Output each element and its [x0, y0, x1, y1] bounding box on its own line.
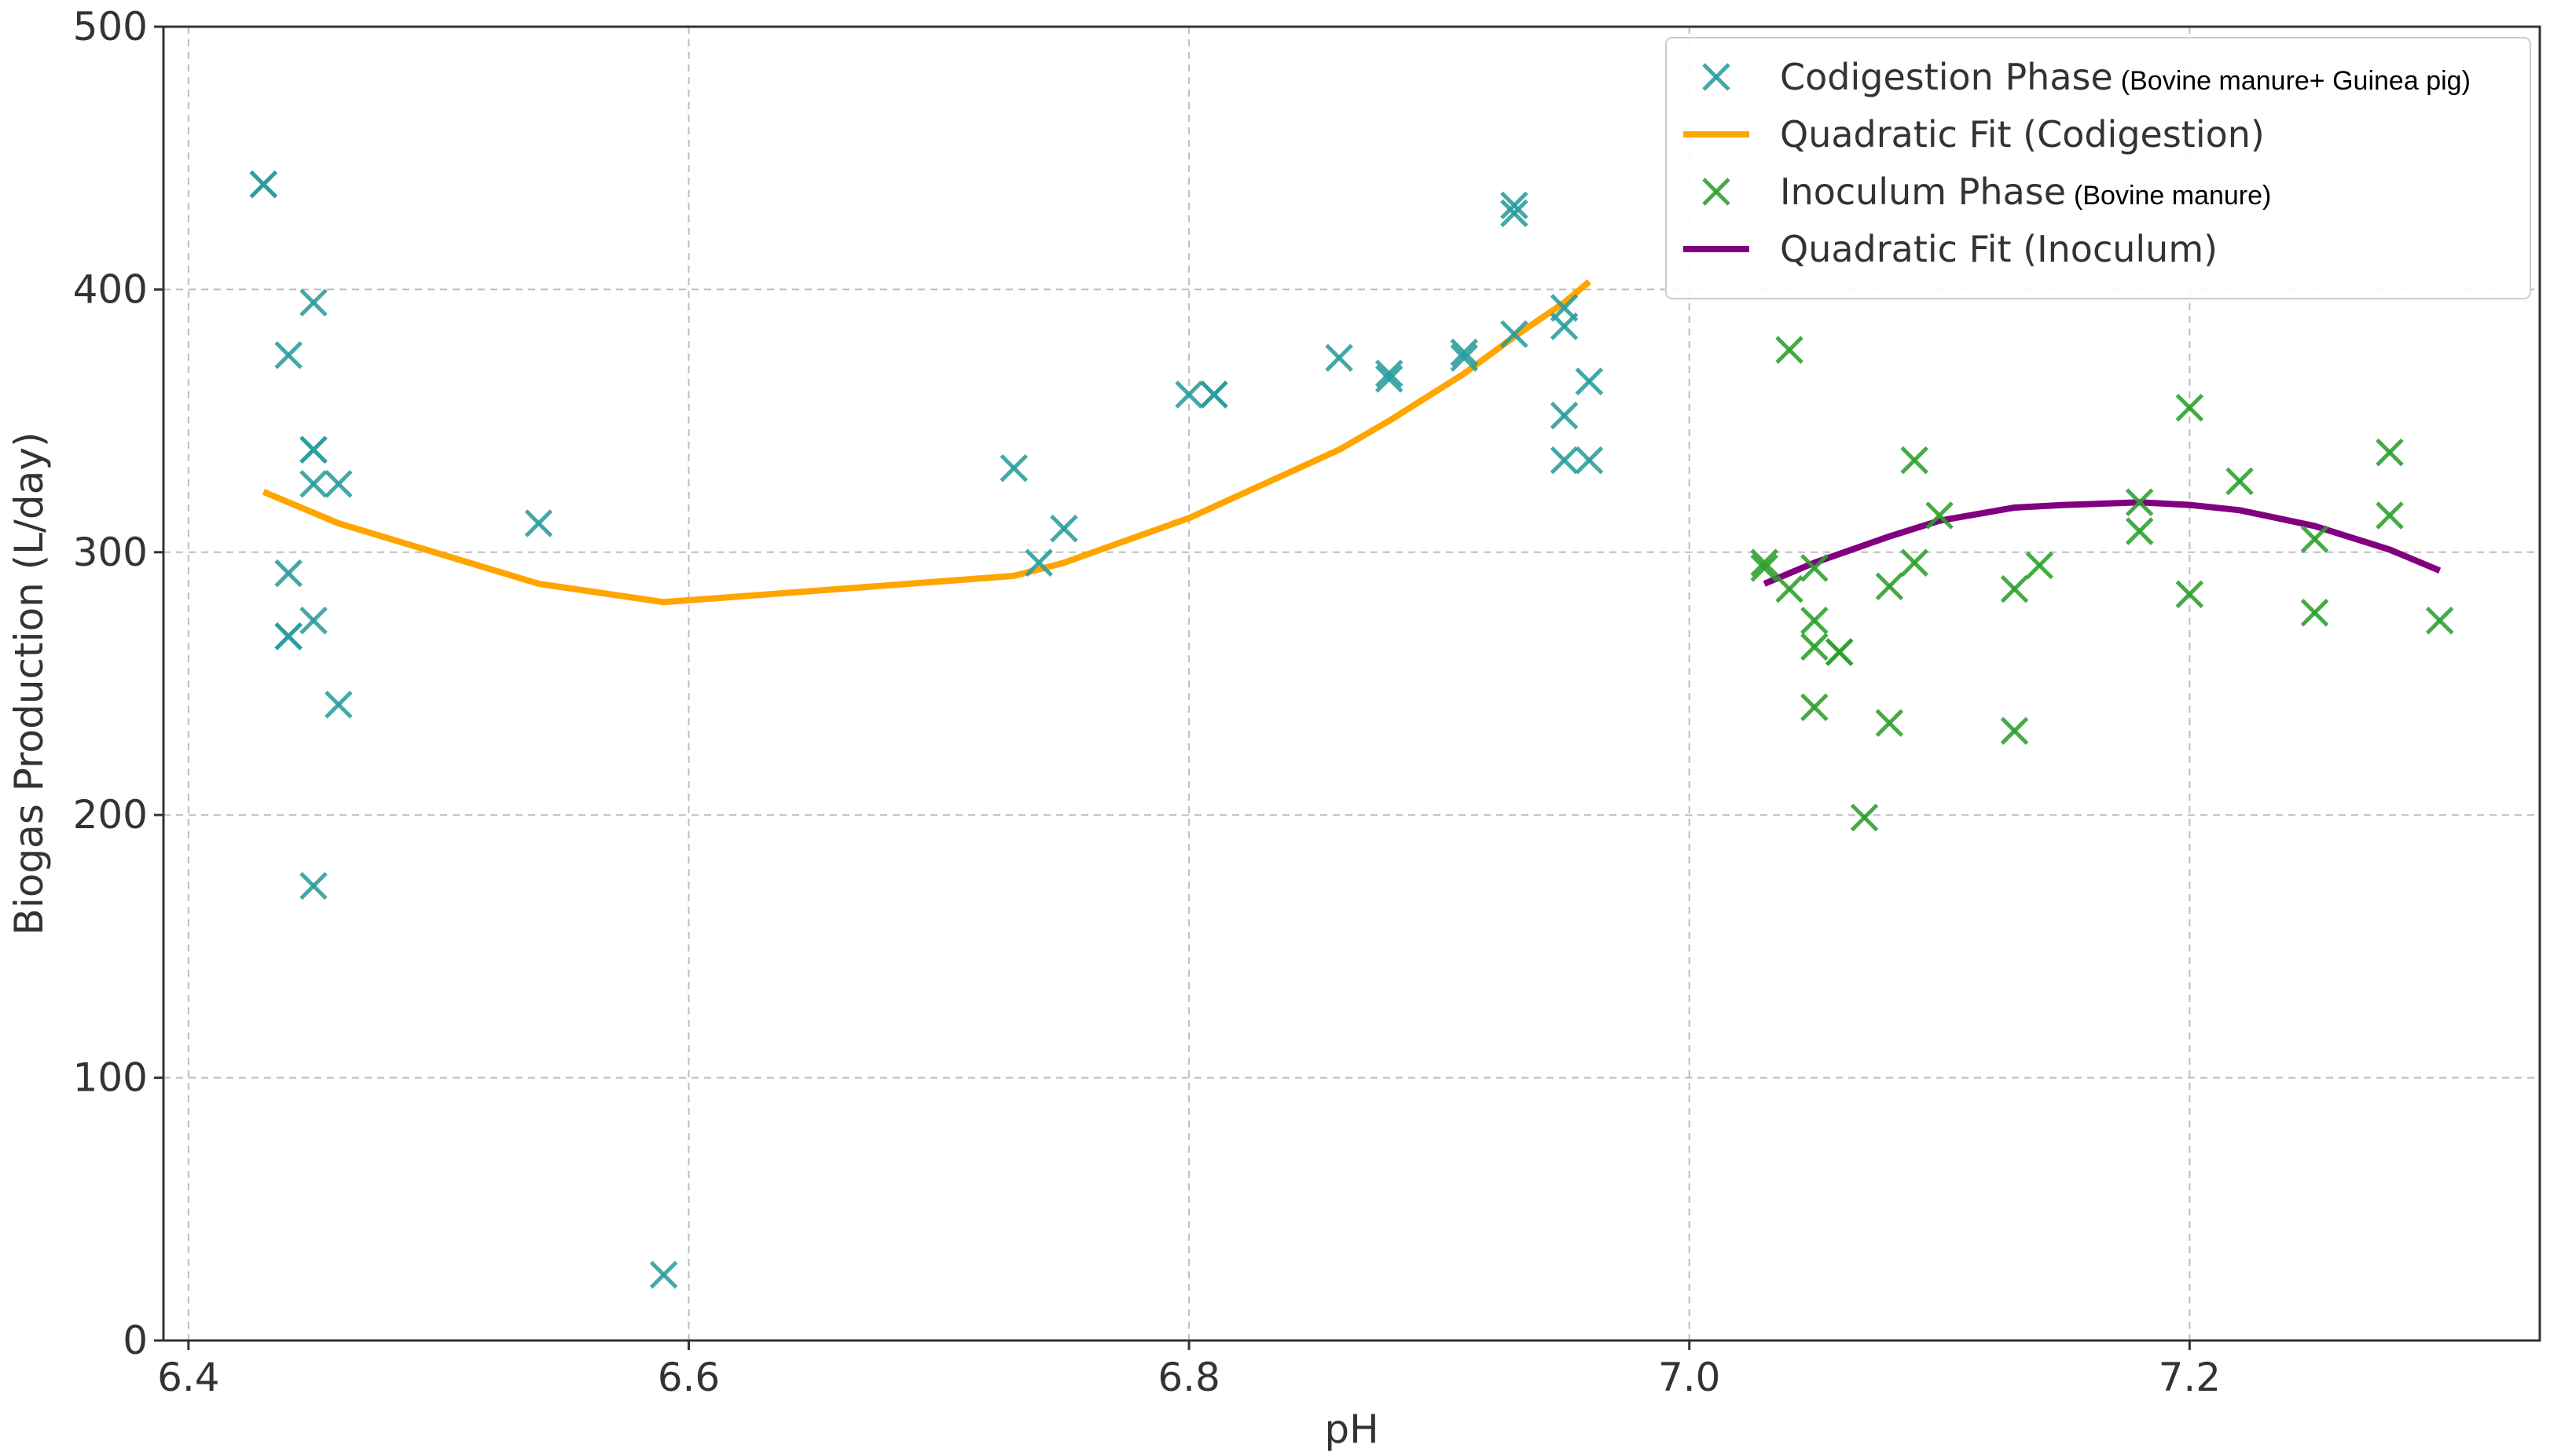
legend: Codigestion Phase (Bovine manure+ Guinea …	[1665, 37, 2531, 299]
data-point	[1875, 572, 1904, 601]
scatter-series-0	[249, 170, 1604, 1289]
series-1	[262, 279, 1591, 606]
data-point	[1750, 554, 1778, 582]
data-point	[299, 435, 328, 464]
data-point	[1750, 548, 1778, 577]
data-point	[274, 622, 303, 651]
data-point	[1900, 446, 1928, 475]
y-tick-label: 200	[73, 792, 148, 838]
legend-item: Quadratic Fit (Inoculum)	[1683, 228, 2218, 270]
legend-marker	[1702, 63, 1730, 91]
data-point	[2376, 438, 2404, 467]
data-point	[325, 690, 353, 719]
data-point	[274, 341, 303, 369]
legend-label: Quadratic Fit (Inoculum)	[1780, 228, 2218, 270]
data-point	[1450, 338, 1479, 367]
data-point	[1374, 365, 1403, 393]
data-point	[1900, 548, 1928, 577]
x-tick-label: 7.2	[2159, 1355, 2222, 1400]
y-tick-label: 300	[73, 530, 148, 575]
data-point	[1800, 633, 1829, 661]
y-tick-label: 0	[123, 1318, 148, 1363]
x-tick-label: 7.0	[1658, 1355, 1721, 1400]
data-point	[1175, 380, 1203, 409]
data-point	[1875, 709, 1904, 737]
plot-area-frame	[162, 25, 2541, 1342]
data-point	[2025, 551, 2054, 580]
data-point	[299, 470, 328, 498]
data-point	[1825, 638, 1854, 666]
y-axis-label: Biogas Production (L/day)	[6, 432, 52, 936]
data-point	[1500, 320, 1528, 349]
data-point	[1374, 359, 1403, 388]
data-point	[2000, 574, 2029, 603]
data-point	[1500, 199, 1528, 228]
data-point	[2425, 606, 2454, 635]
data-point	[1000, 454, 1029, 482]
series-layer	[249, 170, 2454, 1289]
data-point	[1025, 548, 1053, 577]
data-point	[1500, 191, 1528, 220]
data-point	[2175, 394, 2204, 422]
data-point	[1200, 380, 1228, 409]
data-point	[1050, 514, 1078, 543]
data-point	[1800, 554, 1829, 582]
data-point	[2300, 598, 2329, 627]
data-point	[299, 606, 328, 635]
data-point	[299, 871, 328, 900]
data-point	[1325, 343, 1353, 372]
fit-line	[262, 279, 1591, 606]
legend-sublabel: (Bovine manure)	[2074, 181, 2271, 211]
legend-label: Quadratic Fit (Codigestion)	[1780, 113, 2265, 156]
data-point	[1550, 402, 1579, 430]
y-tick-label: 400	[73, 266, 148, 312]
data-point	[2125, 517, 2154, 545]
series-3	[1763, 499, 2442, 587]
data-point	[2125, 488, 2154, 517]
data-point	[2300, 525, 2329, 553]
data-point	[249, 170, 278, 199]
data-point	[299, 288, 328, 317]
data-point	[1575, 367, 1604, 396]
data-point	[2000, 717, 2029, 745]
data-point	[1850, 803, 1879, 832]
data-point	[1575, 446, 1604, 475]
data-point	[524, 509, 553, 537]
axis-ticks: 6.4 6.6 6.8 7.0 7.2 0 100 200 300 400 500	[73, 4, 2222, 1400]
data-point	[649, 1260, 678, 1289]
data-point	[1550, 312, 1579, 340]
legend-box	[1665, 37, 2531, 299]
fit-line	[1763, 499, 2442, 587]
legend-sublabel: (Bovine manure+ Guinea pig)	[2121, 66, 2471, 96]
data-point	[2225, 467, 2254, 496]
data-point	[1800, 693, 1829, 721]
data-point	[1450, 343, 1479, 372]
legend-marker	[1702, 178, 1730, 206]
data-point	[274, 559, 303, 588]
x-tick-label: 6.6	[658, 1355, 721, 1400]
legend-item: Quadratic Fit (Codigestion)	[1683, 113, 2265, 156]
data-point	[2376, 501, 2404, 530]
x-axis-label: pH	[1324, 1406, 1378, 1452]
data-point	[1925, 501, 1954, 530]
data-point	[325, 470, 353, 498]
y-tick-label: 100	[73, 1055, 148, 1101]
x-tick-label: 6.4	[157, 1355, 220, 1400]
y-tick-label: 500	[73, 4, 148, 50]
scatter-series-2	[1750, 336, 2454, 832]
data-point	[1800, 606, 1829, 635]
data-point	[1775, 574, 1803, 603]
x-tick-label: 6.8	[1158, 1355, 1220, 1400]
data-point	[1550, 446, 1579, 475]
data-point	[2175, 580, 2204, 609]
data-point	[1775, 336, 1803, 365]
